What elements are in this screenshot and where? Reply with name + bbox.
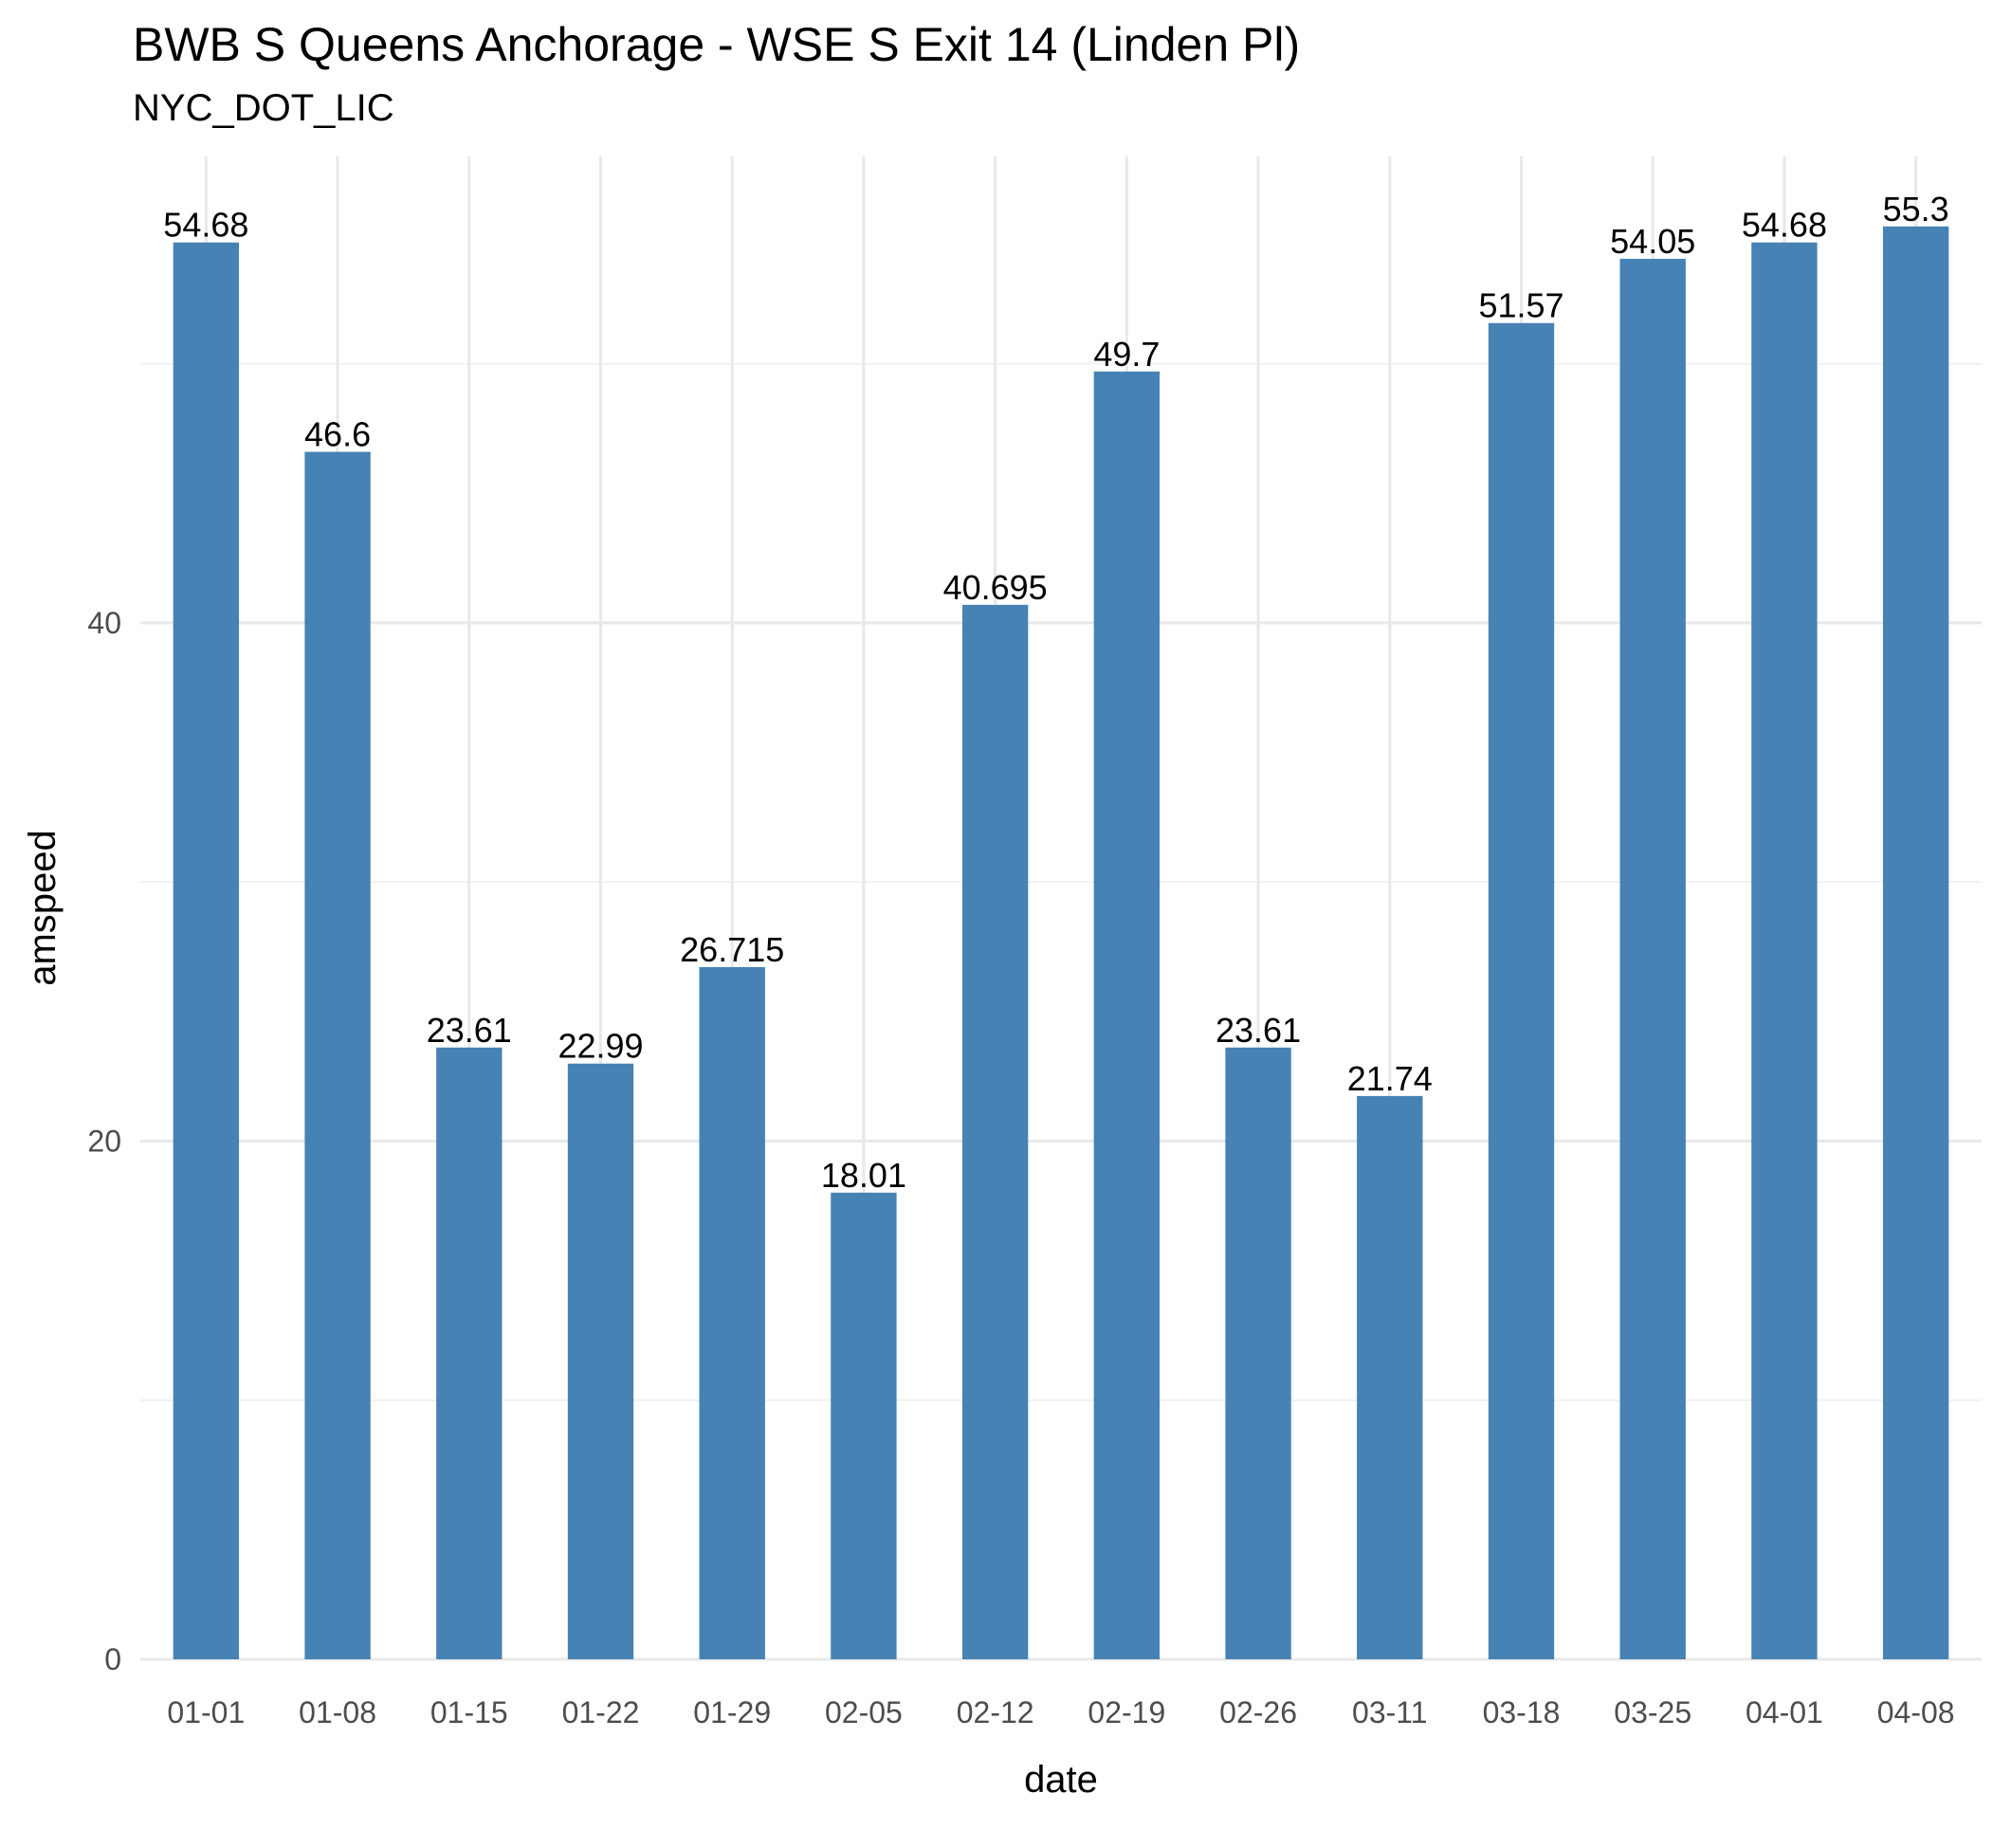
- y-tick-label: 20: [87, 1124, 121, 1158]
- y-axis-ticks: 0 20 40: [87, 606, 121, 1676]
- x-tick-label: 01-01: [167, 1695, 245, 1729]
- bar-value-label: 18.01: [821, 1156, 906, 1195]
- chart-title: BWB S Queens Anchorage - WSE S Exit 14 (…: [133, 18, 1301, 71]
- bar-value-label: 51.57: [1478, 286, 1563, 325]
- x-tick-label: 02-26: [1219, 1695, 1297, 1729]
- bar-value-label: 54.05: [1610, 222, 1695, 261]
- bar-value-label: 23.61: [427, 1011, 512, 1050]
- bar-01-08: [304, 451, 371, 1660]
- y-tick-label: 40: [87, 606, 121, 640]
- y-axis-title: amspeed: [22, 830, 64, 986]
- bar-value-label: 55.3: [1883, 190, 1949, 229]
- bar-04-08: [1882, 226, 1949, 1660]
- bar-value-label: 26.715: [680, 930, 784, 969]
- x-tick-label: 02-19: [1088, 1695, 1165, 1729]
- bar-value-label: 22.99: [558, 1027, 643, 1066]
- bar-02-05: [831, 1192, 897, 1659]
- bar-value-label: 23.61: [1216, 1011, 1301, 1050]
- x-axis-title: date: [1024, 1759, 1098, 1801]
- x-tick-label: 01-22: [562, 1695, 640, 1729]
- bar-01-01: [173, 242, 240, 1660]
- bar-03-11: [1357, 1095, 1423, 1659]
- bar-value-label: 46.6: [304, 415, 371, 454]
- x-tick-label: 03-11: [1352, 1695, 1427, 1729]
- x-tick-label: 04-08: [1877, 1695, 1955, 1729]
- bar-value-label: 49.7: [1093, 335, 1160, 374]
- bar-02-12: [961, 604, 1029, 1660]
- x-tick-label: 01-15: [430, 1695, 508, 1729]
- x-tick-label: 03-18: [1483, 1695, 1561, 1729]
- x-tick-label: 03-25: [1614, 1695, 1691, 1729]
- bar-04-01: [1751, 242, 1818, 1660]
- x-tick-label: 01-08: [299, 1695, 376, 1729]
- bar-value-label: 21.74: [1347, 1059, 1433, 1098]
- grid-lines: [140, 156, 1982, 1661]
- bar-value-label: 54.68: [1742, 206, 1827, 245]
- bar-02-26: [1225, 1047, 1291, 1659]
- data-labels: 54.68 46.6 23.61 22.99 26.715 18.01 40.695 49.7…: [163, 190, 1948, 1195]
- bar-01-22: [567, 1063, 634, 1659]
- chart-subtitle: NYC_DOT_LIC: [133, 87, 394, 129]
- bar-01-15: [436, 1047, 503, 1659]
- bar-03-25: [1619, 258, 1686, 1659]
- bar-value-label: 54.68: [163, 206, 248, 245]
- x-tick-label: 04-01: [1746, 1695, 1823, 1729]
- x-tick-label: 01-29: [693, 1695, 771, 1729]
- bar-03-18: [1488, 322, 1555, 1660]
- x-axis-ticks: 01-01 01-08 01-15 01-22 01-29 02-05 02-12 02-19…: [167, 1695, 1954, 1729]
- bars: [173, 226, 1949, 1660]
- bar-02-19: [1093, 371, 1161, 1659]
- x-tick-label: 02-12: [957, 1695, 1034, 1729]
- bar-value-label: 40.695: [943, 568, 1048, 607]
- bar-01-29: [699, 966, 765, 1659]
- y-tick-label: 0: [104, 1642, 121, 1676]
- x-tick-label: 02-05: [825, 1695, 903, 1729]
